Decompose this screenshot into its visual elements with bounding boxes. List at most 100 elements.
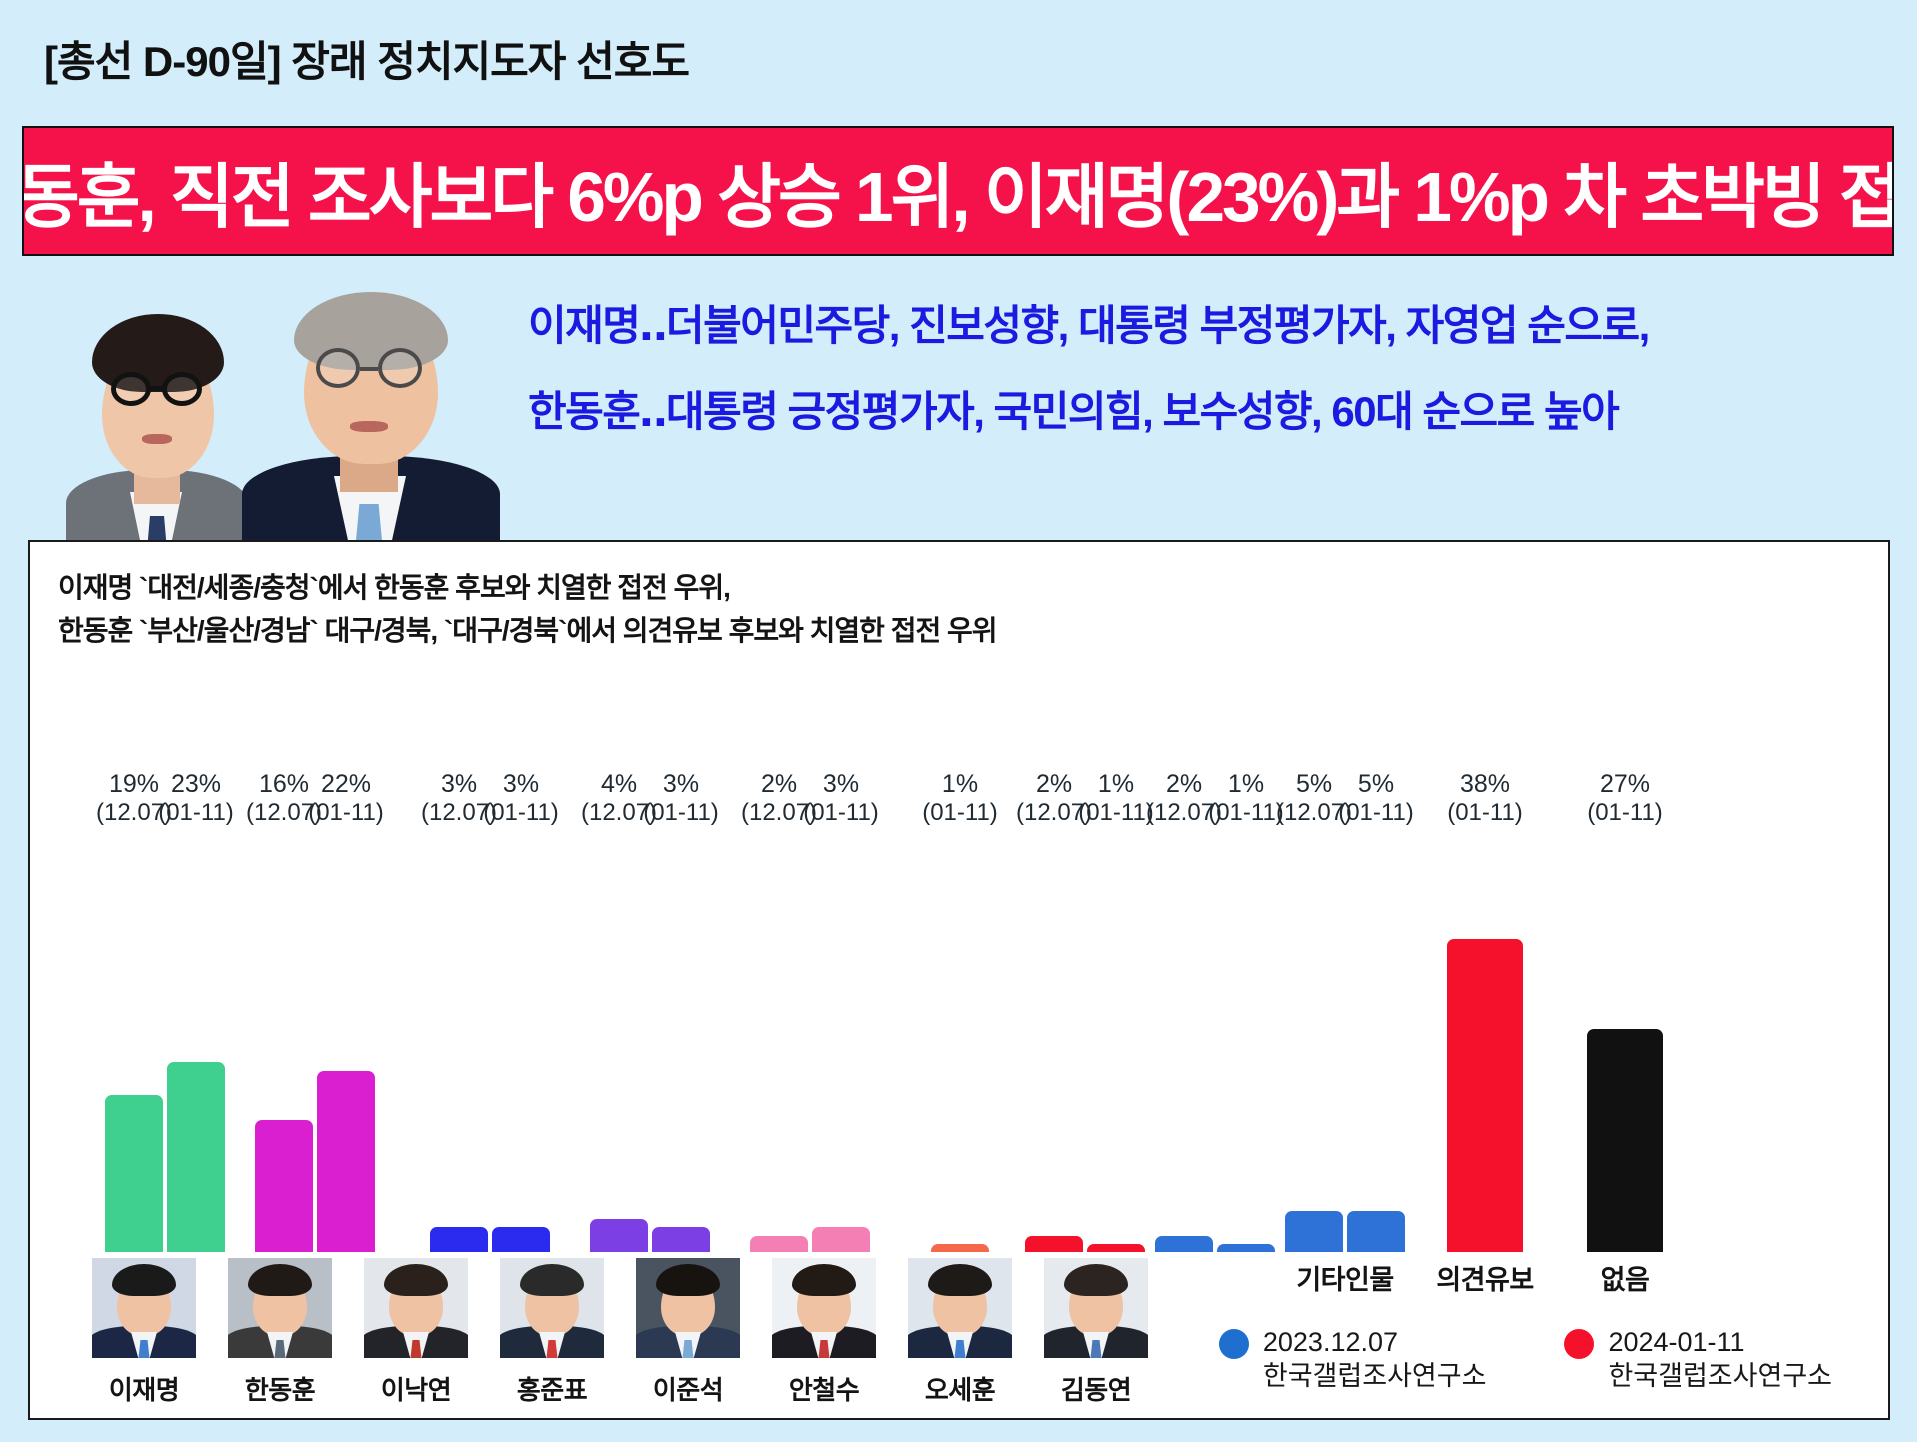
bar-rect[interactable]: [167, 1062, 225, 1252]
hair-shape: [112, 1264, 176, 1296]
bar-item[interactable]: 22% (01-11): [308, 770, 384, 1252]
bar-rect[interactable]: [317, 1070, 375, 1252]
bar-date: (01-11): [1078, 799, 1154, 827]
hair-shape: [928, 1264, 992, 1296]
candidate-cell[interactable]: 이낙연: [348, 1258, 484, 1407]
bar-rect[interactable]: [1447, 938, 1523, 1252]
bar-rect[interactable]: [492, 1227, 550, 1252]
candidate-cell[interactable]: 안철수: [756, 1258, 892, 1407]
candidate-cell[interactable]: 이준석: [620, 1258, 756, 1407]
bar-value-label: 2% (12.07): [1146, 770, 1222, 827]
bar-value-label: 2% (12.07): [741, 770, 817, 827]
bar-rect[interactable]: [255, 1120, 313, 1252]
bar-item[interactable]: 2% (12.07): [741, 770, 817, 1252]
bar-percent: 2%: [1165, 770, 1203, 799]
bar-item[interactable]: 1% (01-11): [1208, 770, 1284, 1252]
candidate-cell[interactable]: 이재명: [76, 1258, 212, 1407]
bar-percent: 2%: [760, 770, 798, 799]
candidate-name: 안철수: [788, 1375, 860, 1405]
candidate-cell[interactable]: 홍준표: [484, 1258, 620, 1407]
candidate-name: 홍준표: [516, 1375, 588, 1405]
bar-date: (01-11): [308, 799, 384, 827]
tie-shape: [682, 1340, 694, 1358]
bar-item[interactable]: 1% (01-11): [922, 770, 998, 1252]
bar-percent: 1%: [1097, 770, 1135, 799]
bar-rect[interactable]: [1217, 1243, 1275, 1252]
bar-percent: 16%: [258, 770, 310, 799]
bar-rect[interactable]: [590, 1219, 648, 1252]
bar-item[interactable]: 3% (01-11): [483, 770, 559, 1252]
bar-group: 2% (12.07) 1% (01-11): [1146, 770, 1284, 1252]
bar-item[interactable]: 4% (12.07): [581, 770, 657, 1252]
bar-value-label: 23% (01-11): [158, 770, 234, 827]
bar-date: (01-11): [1338, 799, 1414, 827]
bar-percent: 22%: [320, 770, 372, 799]
bar-rect[interactable]: [1587, 1029, 1663, 1252]
glasses-left-icon: [316, 348, 360, 388]
legend-date: 2024-01-11: [1608, 1326, 1745, 1357]
bar-rect[interactable]: [105, 1095, 163, 1252]
portrait-han-dong-hoon: [62, 302, 252, 562]
candidate-name: 이낙연: [380, 1375, 452, 1405]
glasses-right-icon: [378, 348, 422, 388]
legend-item[interactable]: 2024-01-11 한국갤럽조사연구소: [1564, 1325, 1832, 1394]
candidate-name: 이재명: [108, 1375, 180, 1405]
subheadline-line-2: 한동훈‥대통령 긍정평가자, 국민의힘, 보수성향, 60대 순으로 높아: [528, 388, 1620, 435]
bar-item[interactable]: 3% (01-11): [803, 770, 879, 1252]
candidate-photo: [772, 1258, 876, 1358]
bar-date: (01-11): [922, 799, 998, 827]
subheadline-block: 이재명‥더불어민주당, 진보성향, 대통령 부정평가자, 자영업 순으로, 한동…: [528, 305, 1868, 477]
bar-rect[interactable]: [1087, 1243, 1145, 1252]
glasses-bridge-icon: [360, 367, 378, 371]
candidate-name: 한동훈: [244, 1375, 316, 1405]
bar-rect[interactable]: [1347, 1210, 1405, 1252]
bar-value-label: 16% (12.07): [246, 770, 322, 827]
bar-rect[interactable]: [931, 1243, 989, 1252]
bar-percent: 5%: [1295, 770, 1333, 799]
hair-shape: [248, 1264, 312, 1296]
bar-item[interactable]: 3% (12.07): [421, 770, 497, 1252]
chart-legend: 2023.12.07 한국갤럽조사연구소 2024-01-11 한국갤럽조사연구소: [1218, 1325, 1832, 1394]
candidate-cell[interactable]: 김동연: [1028, 1258, 1164, 1407]
bar-group: 1% (01-11): [905, 770, 1015, 1252]
bar-percent: 3%: [662, 770, 700, 799]
bar-item[interactable]: 16% (12.07): [246, 770, 322, 1252]
bar-percent: 3%: [502, 770, 540, 799]
bar-item[interactable]: 38% (01-11): [1447, 770, 1523, 1252]
bar-item[interactable]: 27% (01-11): [1587, 770, 1663, 1252]
bar-value-label: 22% (01-11): [308, 770, 384, 827]
bar-item[interactable]: 5% (12.07): [1276, 770, 1352, 1252]
bar-value-label: 27% (01-11): [1587, 770, 1663, 827]
panel-note-line-2: 한동훈 `부산/울산/경남` 대구/경북, `대구/경북`에서 의견유보 후보와…: [58, 615, 998, 647]
bar-item[interactable]: 23% (01-11): [158, 770, 234, 1252]
glasses-bridge-icon: [150, 386, 164, 391]
bar-item[interactable]: 5% (01-11): [1338, 770, 1414, 1252]
bar-date: (12.07): [245, 799, 323, 827]
page-title: [총선 D-90일] 장래 정치지도자 선호도: [44, 38, 690, 85]
bar-rect[interactable]: [1285, 1210, 1343, 1252]
candidate-photo: [636, 1258, 740, 1358]
bar-item[interactable]: 2% (12.07): [1016, 770, 1092, 1252]
bar-percent: 3%: [440, 770, 478, 799]
bar-rect[interactable]: [1025, 1235, 1083, 1252]
legend-item[interactable]: 2023.12.07 한국갤럽조사연구소: [1218, 1325, 1486, 1394]
candidate-cell[interactable]: 한동훈: [212, 1258, 348, 1407]
candidate-cell[interactable]: 오세훈: [892, 1258, 1028, 1407]
hair-shape: [1064, 1264, 1128, 1296]
bar-date: (12.07): [1145, 799, 1223, 827]
mouth-shape: [350, 421, 388, 432]
bar-rect[interactable]: [750, 1235, 808, 1252]
bar-rect[interactable]: [430, 1227, 488, 1252]
bar-rect[interactable]: [812, 1227, 870, 1252]
bar-item[interactable]: 3% (01-11): [643, 770, 719, 1252]
bar-rect[interactable]: [1155, 1235, 1213, 1252]
bar-value-label: 38% (01-11): [1447, 770, 1523, 827]
bar-value-label: 4% (12.07): [581, 770, 657, 827]
bar-item[interactable]: 19% (12.07): [96, 770, 172, 1252]
bar-item[interactable]: 1% (01-11): [1078, 770, 1154, 1252]
bar-rect[interactable]: [652, 1227, 710, 1252]
bar-item[interactable]: 2% (12.07): [1146, 770, 1222, 1252]
candidate-name: 이준석: [652, 1375, 724, 1405]
candidate-name: 오세훈: [924, 1375, 996, 1405]
category-label: 기타인물: [1296, 1265, 1394, 1295]
